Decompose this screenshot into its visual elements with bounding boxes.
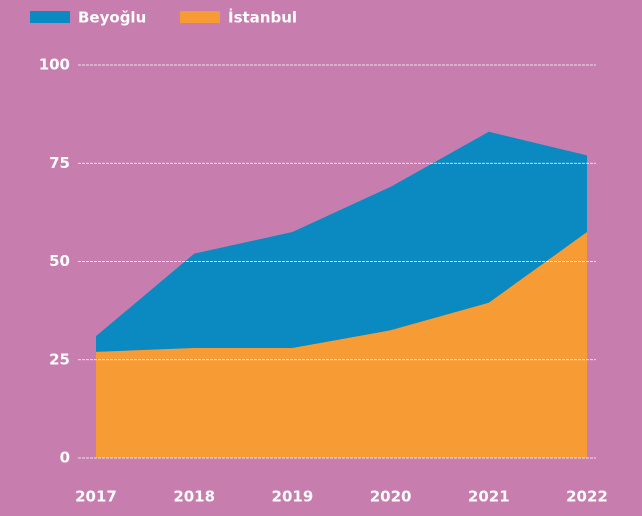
- x-tick-label: 2021: [468, 488, 510, 506]
- area: [96, 232, 587, 458]
- y-tick-label: 50: [49, 252, 70, 270]
- y-tick-label: 0: [60, 449, 70, 467]
- x-tick-label: 2018: [173, 488, 215, 506]
- legend-label: Beyoğlu: [78, 9, 146, 27]
- x-tick-label: 2020: [370, 488, 412, 506]
- legend-swatch: [30, 11, 70, 23]
- legend-swatch: [180, 11, 220, 23]
- x-tick-label: 2019: [272, 488, 314, 506]
- y-tick-label: 25: [49, 350, 70, 368]
- legend-label: İstanbul: [228, 8, 297, 27]
- y-tick-label: 100: [39, 56, 70, 74]
- y-tick-label: 75: [49, 154, 70, 172]
- x-tick-label: 2022: [566, 488, 608, 506]
- x-tick-label: 2017: [75, 488, 117, 506]
